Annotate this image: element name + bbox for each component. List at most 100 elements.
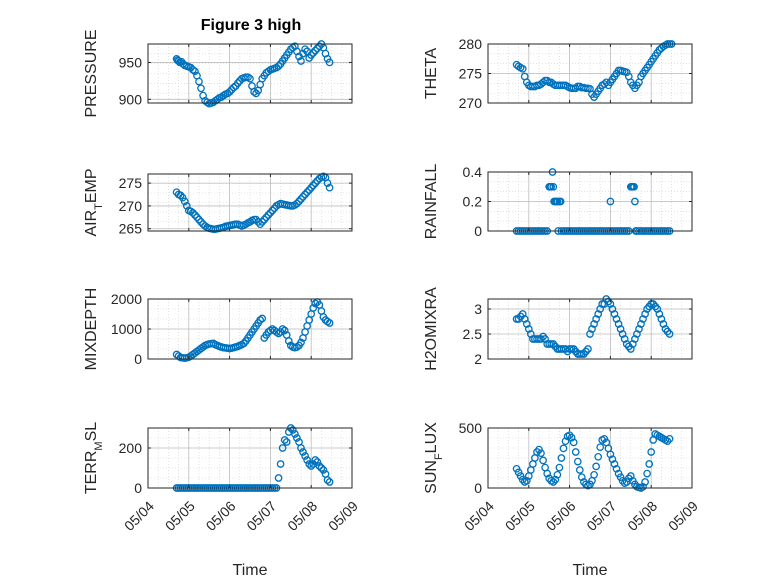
data-point	[610, 460, 619, 468]
y-tick-label: 0.4	[463, 164, 483, 180]
subplot-air_temp: 265 270 275 AIRTEMP	[83, 168, 353, 237]
data-point	[264, 211, 273, 219]
data-point	[309, 49, 318, 57]
x-axis-label: Time	[233, 562, 268, 579]
y-tick-label: 2.5	[463, 326, 483, 342]
data-point	[522, 476, 531, 485]
data-point	[307, 462, 316, 470]
data-point	[577, 473, 586, 482]
data-point	[307, 183, 316, 192]
y-tick-label: 3	[474, 301, 482, 317]
data-point	[311, 179, 320, 187]
data-point	[291, 430, 299, 438]
data-point	[537, 449, 545, 458]
data-point	[180, 197, 189, 206]
data-point	[612, 464, 621, 473]
data-point	[266, 208, 275, 217]
data-point	[178, 193, 187, 202]
data-point	[637, 320, 645, 328]
subplot-theta: 270 275 280 THETA	[423, 36, 693, 111]
y-axis-label-part: SL	[83, 422, 100, 442]
data-point	[559, 444, 568, 453]
y-tick-label: 0	[474, 223, 482, 239]
data-point	[665, 434, 674, 443]
axes-box	[487, 427, 693, 489]
data-point	[176, 191, 185, 200]
data-point	[193, 213, 201, 222]
y-axis-label: THETA	[423, 48, 440, 100]
data-point	[191, 211, 199, 219]
data-point	[258, 314, 267, 323]
data-point	[307, 51, 316, 59]
data-point	[297, 338, 305, 347]
data-point	[268, 206, 277, 215]
data-point	[299, 49, 307, 58]
data-point	[655, 310, 664, 318]
data-point	[569, 438, 578, 447]
data-point	[626, 345, 635, 353]
data-point	[325, 58, 334, 67]
data-point	[311, 46, 320, 55]
y-tick-label: 200	[119, 440, 143, 456]
y-axis-label-part: RAINFALL	[423, 164, 440, 240]
y-tick-label: 280	[459, 36, 483, 52]
data-point	[610, 310, 619, 318]
data-point	[635, 325, 643, 333]
data-point	[522, 320, 531, 328]
data-point	[301, 45, 309, 54]
y-tick-label: 270	[459, 95, 483, 111]
data-point	[315, 462, 324, 470]
data-point	[280, 326, 289, 335]
data-point	[657, 315, 666, 323]
data-point	[293, 434, 301, 442]
subplot-mixdepth: 0 1000 2000 MIXDEPTH	[83, 288, 353, 371]
data-point	[315, 42, 324, 51]
data-point	[575, 466, 584, 474]
data-point	[197, 218, 205, 226]
data-point	[301, 190, 309, 199]
data-point	[219, 91, 228, 100]
y-tick-label: 2000	[111, 291, 142, 307]
data-point	[293, 199, 301, 208]
data-point	[543, 76, 552, 85]
data-point	[199, 343, 207, 351]
data-point	[262, 213, 271, 222]
data-point	[567, 433, 576, 442]
data-point	[189, 208, 197, 217]
data-point	[555, 463, 564, 472]
data-point	[299, 448, 307, 456]
y-axis-label-part: MIXDEPTH	[83, 288, 100, 371]
axes-box	[147, 173, 353, 232]
data-point	[622, 68, 631, 77]
subplot-pressure: 900 950 PRESSURE	[83, 29, 353, 118]
subplot-grid: 900 950 PRESSURE 270 275 280 THETA 265 270 275 AIR…	[83, 29, 701, 579]
data-point	[274, 474, 283, 482]
data-point	[325, 478, 334, 486]
figure-title: Figure 3 high	[201, 17, 301, 34]
data-point	[518, 310, 527, 318]
data-point	[631, 197, 639, 206]
data-point	[274, 62, 283, 70]
data-point	[256, 220, 265, 229]
y-axis-label-part: TERR	[83, 451, 100, 495]
data-point	[278, 444, 287, 452]
data-point	[189, 65, 197, 74]
data-point	[274, 329, 283, 338]
data-point	[264, 67, 273, 76]
data-point	[571, 448, 580, 456]
data-point	[225, 88, 234, 96]
y-axis-label-part: F	[433, 453, 445, 460]
data-point	[250, 88, 258, 96]
y-tick-label: 275	[119, 175, 143, 191]
data-point	[276, 460, 285, 468]
y-axis-label-part: H2OMIXRA	[423, 287, 440, 371]
data-point	[586, 330, 594, 338]
data-point	[301, 452, 309, 460]
data-point	[584, 345, 592, 353]
y-axis-label-part: AIR	[83, 210, 100, 237]
y-tick-label: 900	[119, 91, 143, 107]
data-point	[524, 325, 533, 333]
data-point	[606, 197, 615, 206]
data-point	[553, 470, 562, 479]
data-point	[631, 335, 639, 343]
